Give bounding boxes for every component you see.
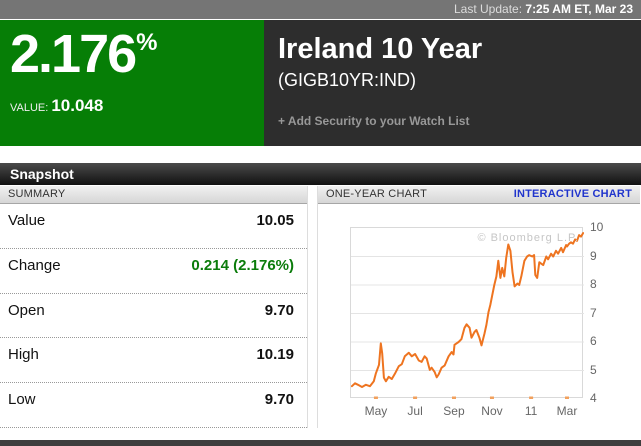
summary-header: SUMMARY bbox=[0, 186, 307, 204]
row-value-change: 0.214 (2.176%) bbox=[191, 256, 294, 274]
last-update-time: 7:25 AM ET bbox=[525, 2, 589, 16]
summary-panel: SUMMARY Value 10.05 Change 0.214 (2.176%… bbox=[0, 186, 308, 428]
last-update-date: , Mar 23 bbox=[588, 2, 633, 16]
x-axis-labels: May Jul Sep Nov 11 Mar bbox=[318, 404, 641, 420]
row-label-high: High bbox=[8, 346, 39, 364]
tab-snapshot[interactable]: Snapshot bbox=[0, 163, 641, 185]
content: SUMMARY Value 10.05 Change 0.214 (2.176%… bbox=[0, 186, 641, 428]
y-tick-label: 6 bbox=[590, 334, 597, 348]
change-percent: 2.176% bbox=[10, 25, 264, 94]
row-label-change: Change bbox=[8, 256, 61, 274]
percent-sign: % bbox=[136, 29, 158, 56]
x-tick-label: Mar bbox=[556, 404, 578, 418]
x-tick-label: 11 bbox=[524, 404, 538, 418]
price-line-chart bbox=[351, 232, 584, 399]
x-tick-label: May bbox=[364, 404, 388, 418]
title-box: Ireland 10 Year (GIGB10YR:IND) + Add Sec… bbox=[264, 20, 641, 146]
y-tick-label: 10 bbox=[590, 220, 604, 234]
value-line: VALUE: 10.048 bbox=[10, 96, 264, 116]
row-value-high: 10.19 bbox=[256, 346, 294, 364]
y-tick-label: 9 bbox=[590, 248, 597, 263]
row-value-low: 9.70 bbox=[264, 391, 294, 409]
table-row: Value 10.05 bbox=[0, 204, 307, 249]
row-value-value: 10.05 bbox=[256, 212, 294, 229]
value-label: VALUE: bbox=[10, 102, 49, 114]
x-tick-label: Sep bbox=[443, 404, 465, 418]
x-tick-label: Jul bbox=[407, 404, 423, 418]
row-label-open: Open bbox=[8, 301, 45, 319]
chart-panel: INTERACTIVE CHART ONE-YEAR CHART © Bloom… bbox=[317, 186, 640, 428]
change-percent-number: 2.176 bbox=[10, 24, 137, 84]
table-row: High 10.19 bbox=[0, 338, 307, 384]
table-row: Open 9.70 bbox=[0, 294, 307, 339]
chart-area: © Bloomberg L.P. 10 9 8 7 6 5 4 May Jul Sep Nov 11… bbox=[318, 204, 641, 428]
row-label-value: Value bbox=[8, 212, 46, 229]
chart-panel-header: INTERACTIVE CHART ONE-YEAR CHART bbox=[318, 186, 640, 204]
last-update-label: Last Update: bbox=[454, 2, 523, 16]
row-label-low: Low bbox=[8, 391, 36, 409]
value-number: 10.048 bbox=[51, 96, 104, 115]
table-row: Low 9.70 bbox=[0, 383, 307, 428]
quote-box: 2.176% VALUE: 10.048 bbox=[0, 20, 264, 146]
bloomberg-watermark: © Bloomberg L.P. bbox=[477, 232, 579, 244]
top-bar: Last Update: 7:25 AM ET, Mar 23 bbox=[0, 0, 641, 19]
security-ticker: (GIGB10YR:IND) bbox=[278, 70, 417, 90]
plot-box: © Bloomberg L.P. bbox=[350, 227, 584, 399]
panel-divider bbox=[308, 186, 317, 428]
interactive-chart-link[interactable]: INTERACTIVE CHART bbox=[513, 188, 632, 200]
last-update: Last Update: 7:25 AM ET, Mar 23 bbox=[0, 0, 641, 19]
row-value-open: 9.70 bbox=[264, 301, 294, 319]
y-axis-labels: 10 9 8 7 6 5 4 bbox=[590, 220, 620, 405]
y-tick-label: 4 bbox=[590, 391, 597, 405]
header-band: 2.176% VALUE: 10.048 Ireland 10 Year (GIG… bbox=[0, 20, 641, 146]
security-name: Ireland 10 Year bbox=[278, 33, 483, 65]
add-watchlist-link[interactable]: + Add Security to your Watch List bbox=[278, 114, 470, 128]
footer-bar bbox=[0, 440, 641, 446]
x-tick-label: Nov bbox=[481, 404, 503, 418]
y-tick-label: 5 bbox=[590, 362, 597, 377]
y-tick-label: 7 bbox=[590, 305, 597, 320]
y-tick-label: 8 bbox=[590, 277, 597, 291]
table-row: Change 0.214 (2.176%) bbox=[0, 249, 307, 294]
one-year-chart-title: ONE-YEAR CHART bbox=[326, 188, 427, 200]
